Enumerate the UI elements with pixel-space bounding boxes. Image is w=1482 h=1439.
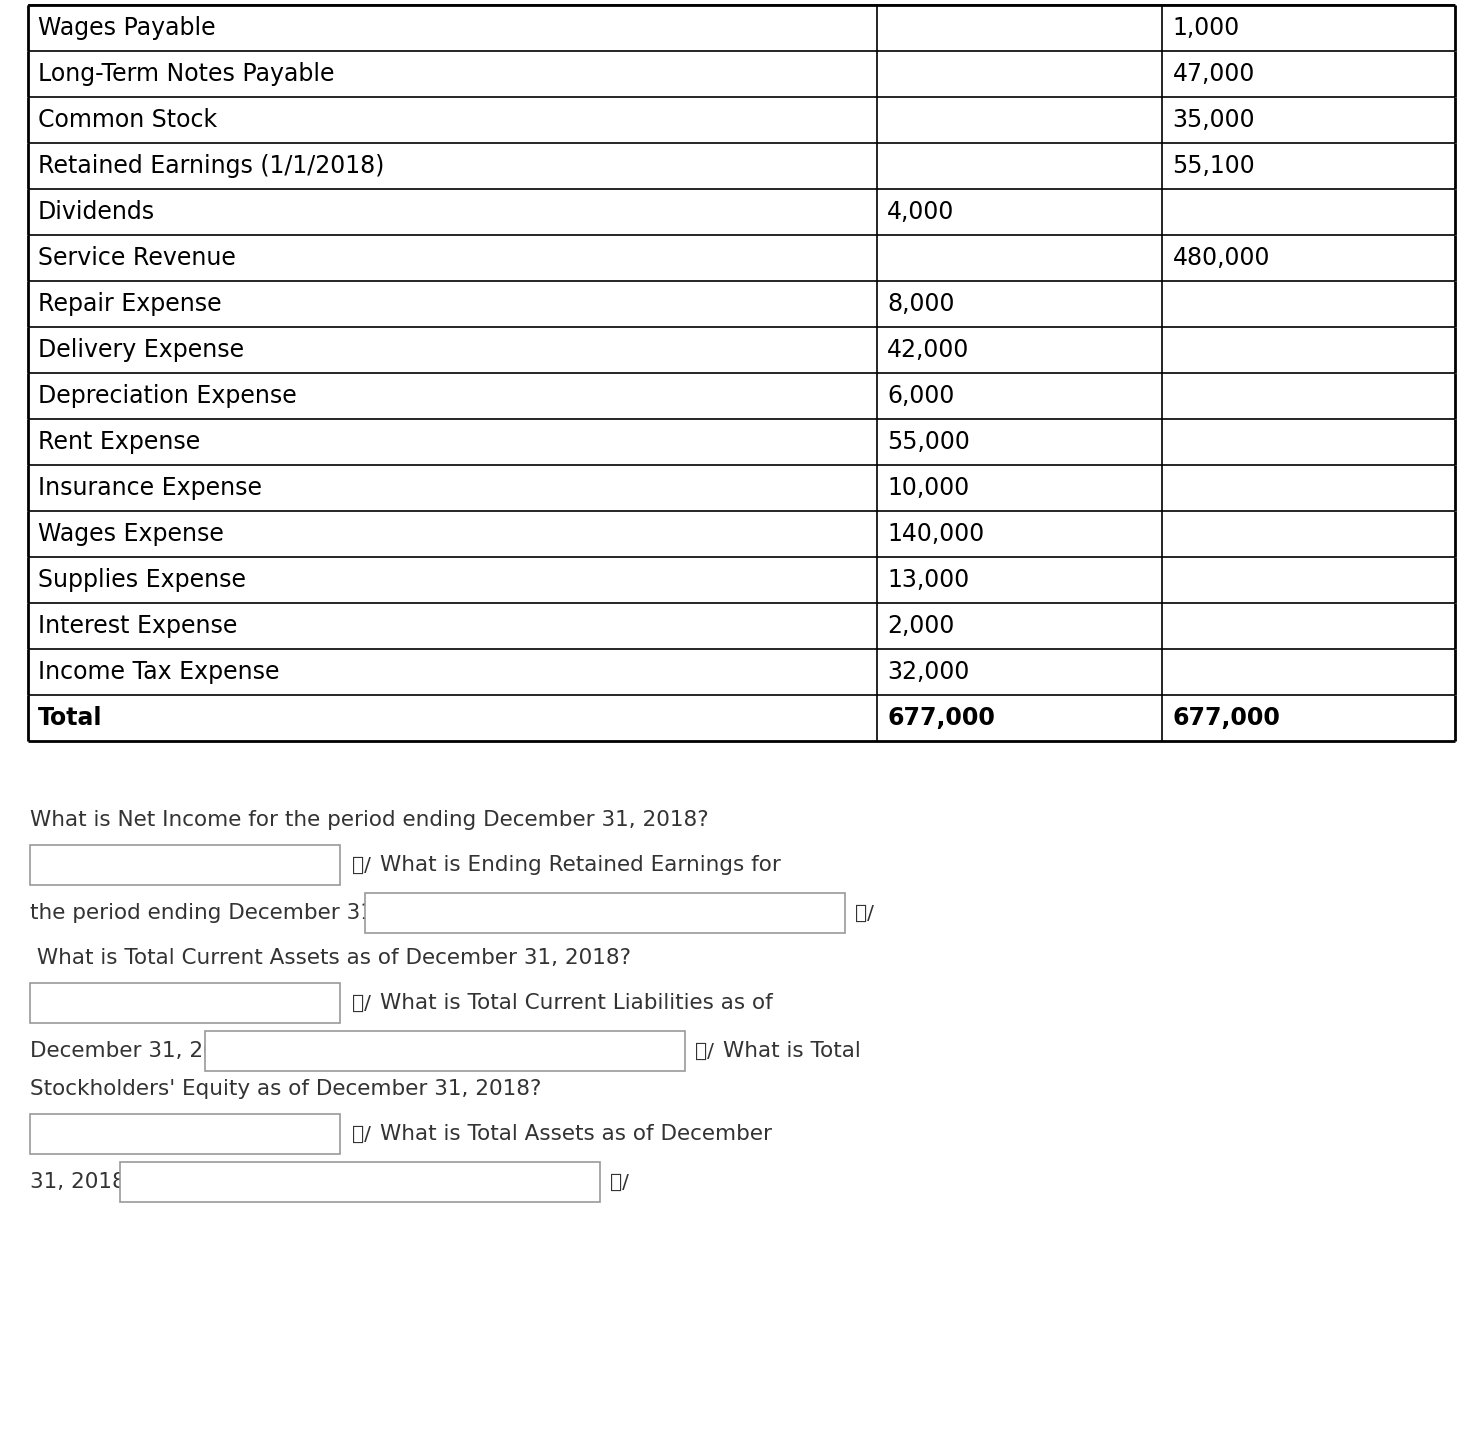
Text: 13,000: 13,000 (888, 568, 969, 591)
Text: 2,000: 2,000 (888, 614, 954, 637)
Text: What is Total Assets as of December: What is Total Assets as of December (379, 1124, 772, 1144)
Text: Common Stock: Common Stock (39, 108, 218, 132)
Text: Service Revenue: Service Revenue (39, 246, 236, 271)
Text: Dividends: Dividends (39, 200, 156, 224)
Text: Total: Total (39, 707, 102, 730)
Text: Depreciation Expense: Depreciation Expense (39, 384, 296, 409)
Bar (205, 1030, 685, 1071)
Text: ⨿/: ⨿/ (611, 1173, 628, 1191)
Text: 6,000: 6,000 (888, 384, 954, 409)
Text: Rent Expense: Rent Expense (39, 430, 200, 453)
Text: 55,100: 55,100 (1172, 154, 1255, 178)
Text: ⨿/: ⨿/ (353, 993, 370, 1013)
Text: the period ending December 31, 2018?: the period ending December 31, 2018? (30, 904, 453, 922)
Text: 1,000: 1,000 (1172, 16, 1240, 40)
Text: What is Net Income for the period ending December 31, 2018?: What is Net Income for the period ending… (30, 810, 708, 830)
Text: Insurance Expense: Insurance Expense (39, 476, 262, 499)
Text: 31, 2018?: 31, 2018? (30, 1171, 138, 1191)
Bar (30, 845, 339, 885)
Text: ⨿/: ⨿/ (353, 1124, 370, 1144)
Text: What is Total: What is Total (723, 1040, 861, 1061)
Text: 480,000: 480,000 (1172, 246, 1270, 271)
Text: Wages Expense: Wages Expense (39, 522, 224, 545)
Text: 47,000: 47,000 (1172, 62, 1255, 86)
Text: What is Total Current Liabilities as of: What is Total Current Liabilities as of (379, 993, 772, 1013)
Text: Stockholders' Equity as of December 31, 2018?: Stockholders' Equity as of December 31, … (30, 1079, 541, 1099)
Text: ⨿/: ⨿/ (855, 904, 874, 922)
Text: Long-Term Notes Payable: Long-Term Notes Payable (39, 62, 335, 86)
Text: 677,000: 677,000 (888, 707, 994, 730)
Text: ⨿/: ⨿/ (695, 1042, 714, 1061)
Bar (30, 1114, 339, 1154)
Text: What is Ending Retained Earnings for: What is Ending Retained Earnings for (379, 855, 781, 875)
Text: 55,000: 55,000 (888, 430, 969, 453)
Text: Income Tax Expense: Income Tax Expense (39, 661, 280, 684)
Text: 677,000: 677,000 (1172, 707, 1280, 730)
Text: Retained Earnings (1/1/2018): Retained Earnings (1/1/2018) (39, 154, 384, 178)
Text: 32,000: 32,000 (888, 661, 969, 684)
Text: ⨿/: ⨿/ (353, 856, 370, 875)
Text: Interest Expense: Interest Expense (39, 614, 237, 637)
Text: 10,000: 10,000 (888, 476, 969, 499)
Text: What is Total Current Assets as of December 31, 2018?: What is Total Current Assets as of Decem… (30, 948, 631, 968)
Text: Supplies Expense: Supplies Expense (39, 568, 246, 591)
Text: 8,000: 8,000 (888, 292, 954, 317)
Text: Delivery Expense: Delivery Expense (39, 338, 245, 363)
Text: 140,000: 140,000 (888, 522, 984, 545)
Bar (365, 894, 845, 932)
Text: Repair Expense: Repair Expense (39, 292, 222, 317)
Text: December 31, 2018?: December 31, 2018? (30, 1040, 255, 1061)
Text: 35,000: 35,000 (1172, 108, 1255, 132)
Text: 42,000: 42,000 (888, 338, 969, 363)
Text: Wages Payable: Wages Payable (39, 16, 215, 40)
Bar (120, 1163, 600, 1202)
Bar (30, 983, 339, 1023)
Text: 4,000: 4,000 (888, 200, 954, 224)
